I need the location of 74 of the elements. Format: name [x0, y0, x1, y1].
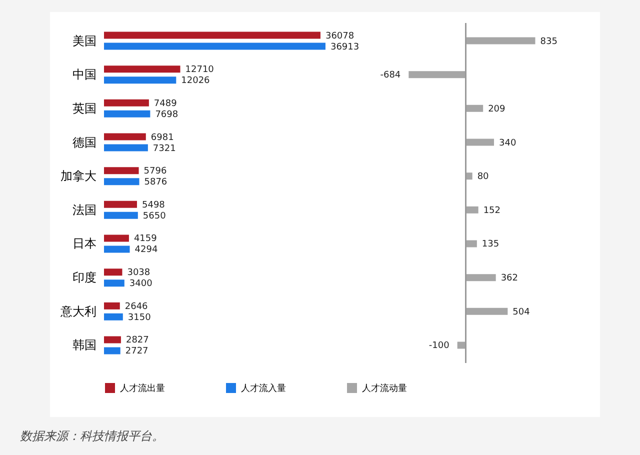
bar	[104, 110, 150, 118]
data-label: 3038	[127, 268, 150, 278]
data-label: 5876	[144, 178, 168, 188]
data-label: -684	[380, 70, 401, 81]
data-label: 4294	[134, 245, 158, 256]
y-tick-label: 英国	[72, 101, 96, 116]
data-label: 7698	[155, 110, 178, 120]
y-tick-label: 意大利	[60, 304, 96, 318]
bar	[104, 133, 146, 140]
bar	[457, 342, 466, 349]
y-tick-label: 法国	[72, 202, 96, 217]
data-label: 2827	[126, 336, 149, 346]
data-label: 152	[483, 206, 501, 216]
data-label: 5498	[142, 200, 166, 210]
bar	[466, 172, 472, 180]
legend-label: 人才流动量	[362, 383, 407, 394]
data-label: 3400	[129, 279, 153, 290]
y-tick-label: 中国	[72, 68, 96, 82]
data-label: 340	[499, 138, 516, 148]
data-label: 2646	[124, 302, 148, 312]
data-label: 12026	[181, 76, 210, 86]
legend-label: 人才流出量	[120, 383, 165, 394]
data-label: 362	[500, 274, 518, 284]
bar	[466, 308, 508, 315]
bar	[466, 104, 484, 112]
bar	[408, 71, 466, 78]
data-label: 12710	[185, 65, 214, 76]
y-tick-label: 德国	[72, 135, 96, 150]
bar	[466, 274, 496, 282]
data-label: 2727	[125, 346, 148, 357]
data-label: 209	[488, 104, 506, 114]
data-label: 835	[540, 36, 558, 47]
bar	[104, 167, 139, 174]
bar	[104, 336, 121, 344]
bar	[466, 37, 536, 44]
data-label: 4159	[134, 234, 158, 244]
y-tick-label: 美国	[72, 34, 96, 48]
bar	[104, 42, 326, 50]
y-tick-label: 韩国	[72, 338, 96, 352]
bar	[104, 246, 130, 253]
data-label: 36078	[325, 31, 354, 42]
data-label: -100	[428, 341, 450, 352]
data-label: 5796	[144, 166, 167, 177]
legend-label: 人才流入量	[241, 383, 286, 394]
bar	[104, 32, 320, 39]
bar	[104, 200, 137, 208]
data-label: 5650	[142, 211, 166, 222]
bar	[104, 76, 176, 84]
bar	[104, 212, 138, 219]
data-label: 7489	[154, 98, 178, 109]
bar	[104, 234, 129, 242]
bar	[466, 206, 478, 214]
bar	[466, 138, 494, 146]
bar	[104, 313, 123, 320]
bar	[466, 240, 477, 248]
data-label: 135	[482, 240, 500, 250]
data-label: 7321	[152, 144, 176, 154]
bar	[104, 144, 148, 152]
y-tick-label: 印度	[72, 270, 96, 285]
bar	[104, 280, 124, 287]
data-label: 3150	[128, 312, 152, 323]
data-label: 36913	[330, 42, 360, 52]
bar	[104, 302, 120, 310]
data-label: 6981	[150, 132, 174, 143]
data-label: 504	[512, 307, 530, 318]
source-note: 数据来源：科技情报平台。	[20, 428, 164, 445]
data-label: 80	[477, 172, 490, 182]
bar	[104, 99, 149, 106]
bar	[104, 66, 180, 73]
y-tick-label: 加拿大	[60, 169, 96, 184]
bar	[104, 347, 120, 354]
y-tick-label: 日本	[72, 236, 96, 251]
bar	[104, 178, 140, 186]
bar	[104, 268, 122, 276]
